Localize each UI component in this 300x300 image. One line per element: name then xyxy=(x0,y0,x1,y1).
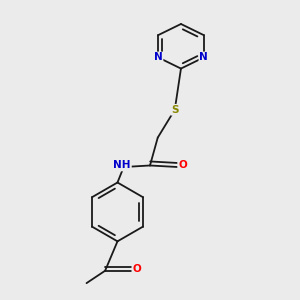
Text: N: N xyxy=(154,52,163,62)
Text: O: O xyxy=(133,264,141,274)
Text: NH: NH xyxy=(113,160,131,170)
Text: O: O xyxy=(178,160,187,170)
Text: N: N xyxy=(200,52,208,62)
Text: S: S xyxy=(171,105,178,115)
